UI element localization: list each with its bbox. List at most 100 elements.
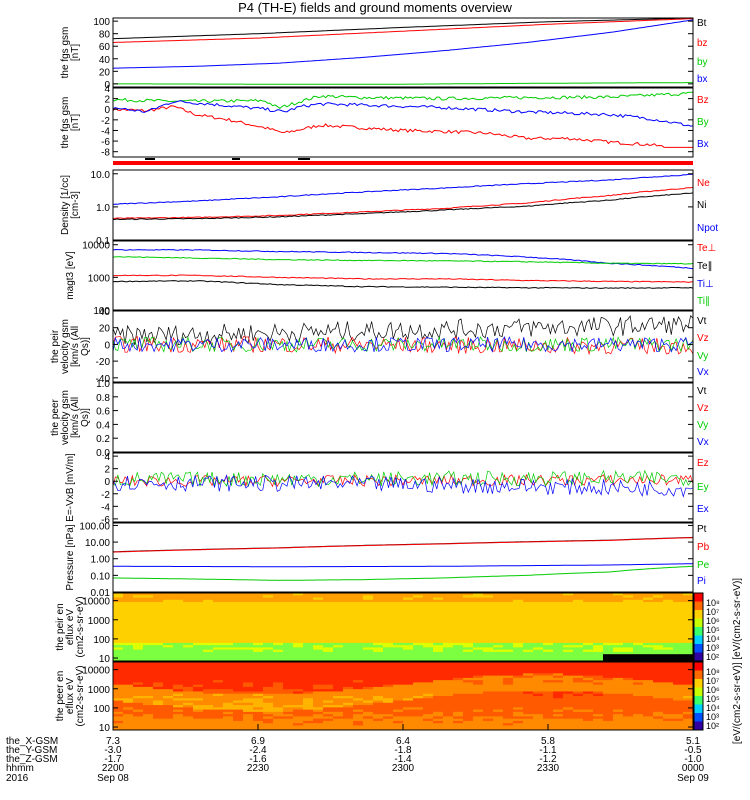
axis-row-value: -1.7 (104, 754, 122, 765)
series-line-Bx (113, 100, 693, 127)
y-tick-label: 10.00 (85, 538, 110, 549)
y-tick-label: 4 (104, 452, 110, 463)
axis-row-value: -1.1 (539, 745, 557, 756)
svg-text:eflux eV: eflux eV (65, 609, 76, 645)
y-tick-label: 100 (93, 704, 110, 715)
colorbar-band (694, 670, 703, 680)
legend-Ne: Ne (697, 178, 710, 189)
panel-frame (112, 169, 694, 241)
axis-row-value: -1.8 (394, 745, 412, 756)
series-line-bz (113, 18, 693, 43)
flag-mark (298, 158, 310, 160)
y-tick-label: 0.6 (96, 407, 110, 418)
y-tick-label: 0.8 (96, 393, 110, 404)
data-lines (113, 91, 693, 148)
legend-by: by (697, 57, 708, 68)
panel-frame (112, 382, 694, 453)
svg-text:the peir: the peir (50, 329, 61, 363)
axis-row-value: 5.8 (541, 736, 555, 747)
y-tick-label: -4 (101, 502, 110, 513)
colorbar-tick-label: 10³ (706, 712, 719, 722)
axis-row-value: -0.5 (684, 745, 702, 756)
y-tick-label: -6 (101, 137, 110, 148)
svg-text:Qs)]: Qs)] (80, 408, 91, 427)
colorbar-band (694, 652, 703, 662)
colorbar-band (694, 627, 703, 636)
series-line-Te∥ (113, 280, 693, 289)
panel-frame (112, 452, 694, 523)
panel-7: -6 -4-2 02 4 E=-VxB [mV/m] Ez Ey Ex (65, 452, 709, 526)
series-line-Bt (113, 18, 693, 40)
y-tick-label: 4 (104, 84, 110, 95)
y-tick-label: 0.1 (96, 236, 110, 247)
y-tick-label: 1.00 (91, 555, 111, 566)
svg-text:the fgs gsm: the fgs gsm (60, 27, 71, 79)
axis-row-value: 7.3 (106, 736, 120, 747)
colorbar-tick-label: 10³ (706, 643, 719, 653)
y-tick-label: 1000 (88, 616, 111, 627)
data-lines (113, 469, 693, 498)
colorbar-band (694, 713, 703, 722)
colorbar-tick-label: 10⁴ (706, 703, 720, 713)
y-tick-label: 0.0 (96, 448, 110, 459)
colorbar-band (694, 704, 703, 714)
colorbar-band (694, 635, 703, 645)
axis-row-label: the_X-GSM (6, 736, 58, 747)
series-line-bx (113, 19, 693, 69)
legend-Pb: Pb (697, 542, 710, 553)
y-tick-label: 1.0 (96, 379, 110, 390)
y-tick-label: 100 (93, 17, 110, 28)
y-axis-label: Density [1/cc] [cm-3] (60, 175, 81, 235)
colorbar-tick-label: 10⁸ (706, 598, 720, 608)
y-tick-label: 10000 (82, 666, 110, 677)
y-tick-label: 0.10 (91, 571, 111, 582)
axis-row-value: -3.0 (104, 745, 122, 756)
legend-Vt: Vt (697, 316, 707, 327)
panel-3: 0.1 1.0 10.0 Density [1/cc] [cm-3] Ne Ni Npot (60, 169, 718, 247)
axis-row-label: the_Z-GSM (6, 754, 58, 765)
colorbar-band (694, 593, 703, 602)
legend-Ni: Ni (697, 200, 706, 211)
data-lines (113, 248, 693, 289)
y-tick-label: 1.0 (96, 203, 110, 214)
series-line-Bz (113, 105, 693, 148)
y-tick-label: 10 (99, 723, 111, 734)
data-lines (113, 314, 693, 356)
legend-bx: bx (697, 74, 708, 85)
svg-text:[km/s (All: [km/s (All (70, 397, 81, 438)
svg-text:(cm2-s-sr-eV): (cm2-s-sr-eV) (75, 596, 86, 657)
colorbar-tick-label: 10⁵ (706, 694, 720, 704)
legend-Te⊥: Te⊥ (697, 243, 716, 254)
legend-Vx: Vx (697, 367, 709, 378)
legend-Ti∥: Ti∥ (697, 296, 710, 307)
y-axis-label: the peer en eflux eV (cm2-s-sr-eV) (55, 665, 86, 726)
y-axis-label: the peer velocity gsm [km/s (All Qs)] (50, 390, 91, 445)
y-tick-label: 80 (99, 30, 111, 41)
panel-frame (112, 592, 694, 662)
series-line-Vx (113, 336, 693, 353)
svg-text:[nT]: [nT] (70, 44, 81, 61)
svg-text:[km/s (All: [km/s (All (70, 326, 81, 367)
colorbar-tick-label: 10² (706, 721, 719, 731)
legend-Npot: Npot (697, 223, 718, 234)
colorbar-band (694, 679, 703, 688)
svg-text:the fgs gsm: the fgs gsm (60, 97, 71, 149)
colorbar-band (694, 601, 703, 611)
svg-text:Qs)]: Qs)] (80, 337, 91, 356)
colorbar-tick-label: 10⁵ (706, 625, 720, 635)
y-tick-label: -2 (101, 116, 110, 127)
y-tick-label: 0 (104, 340, 110, 351)
legend-Vt: Vt (697, 386, 707, 397)
y-tick-label: 10000 (82, 241, 110, 252)
legend-Vz: Vz (697, 333, 709, 344)
series-line-Pi (113, 563, 693, 568)
y-axis-label: the fgs gsm [nT] (60, 27, 81, 79)
y-axis-label: E=-VxB [mV/m] (65, 453, 76, 522)
y-tick-label: 0 (104, 477, 110, 488)
colorbar-tick-label: 10⁷ (706, 607, 719, 617)
colorbar-tick-label: 10⁷ (706, 676, 719, 686)
axis-row-value: 6.9 (251, 736, 265, 747)
